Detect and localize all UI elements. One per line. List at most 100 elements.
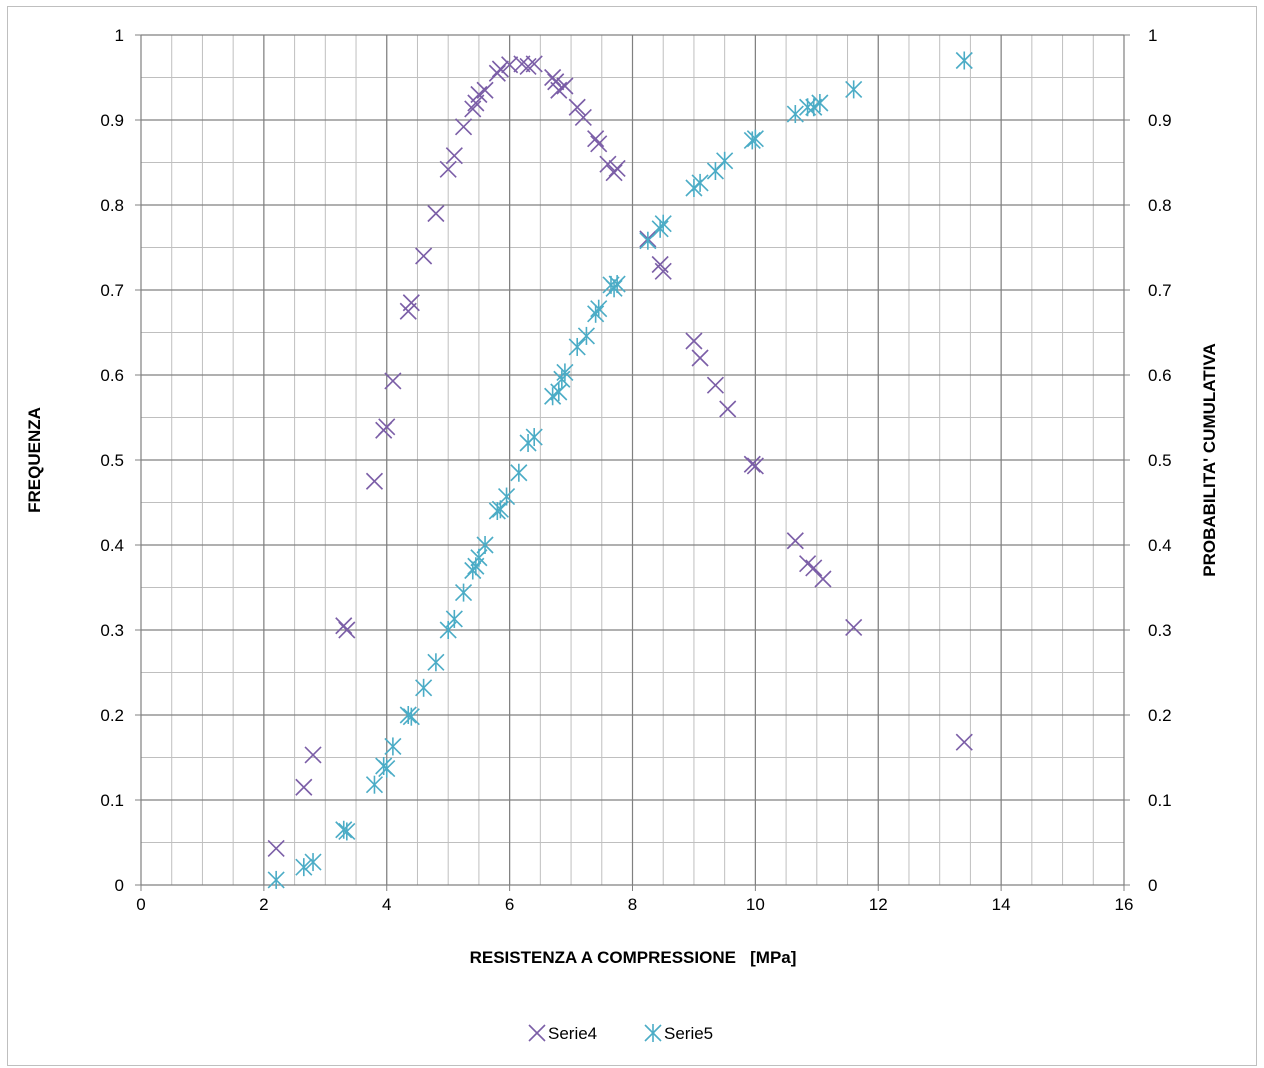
point-serie4 (488, 64, 506, 82)
point-serie5 (525, 428, 543, 447)
point-serie5 (811, 94, 829, 112)
y-tick-label: 1 (115, 26, 124, 45)
x-tick-label: 8 (628, 895, 637, 914)
point-serie5 (577, 326, 595, 345)
point-serie5 (384, 737, 402, 756)
point-serie5 (605, 279, 623, 298)
point-serie5 (445, 609, 463, 628)
legend-marker-serie4 (528, 1024, 546, 1042)
y2-axis-ticks: 0 0.1 0.2 0.3 0.4 0.5 0.6 0.7 0.8 0.9 1 (1124, 26, 1172, 895)
point-serie4 (608, 159, 626, 178)
point-serie4 (519, 57, 537, 76)
x-axis-ticks: 0 2 4 6 8 10 12 14 16 (136, 885, 1133, 914)
point-serie4 (476, 81, 494, 99)
point-serie5 (590, 299, 608, 318)
point-serie4 (654, 262, 672, 280)
y2-tick-label: 0.8 (1148, 196, 1172, 215)
point-serie4 (568, 98, 586, 116)
point-serie4 (454, 118, 473, 136)
x-tick-label: 6 (505, 895, 514, 914)
point-serie4 (691, 349, 709, 367)
point-serie5 (955, 51, 973, 70)
point-serie4 (445, 147, 463, 165)
series-serie4 (267, 55, 973, 858)
point-serie4 (365, 472, 384, 490)
point-serie4 (955, 733, 973, 751)
y-tick-label: 0.3 (100, 621, 124, 640)
point-serie5 (786, 105, 804, 124)
point-serie4 (525, 55, 543, 73)
point-serie4 (439, 160, 457, 178)
y2-tick-label: 0.4 (1148, 536, 1172, 555)
x-tick-label: 2 (259, 895, 268, 914)
y-tick-label: 0.1 (100, 791, 124, 810)
point-serie4 (415, 247, 433, 265)
x-tick-label: 4 (382, 895, 391, 914)
point-serie4 (304, 746, 322, 764)
point-serie5 (587, 304, 605, 323)
point-serie5 (402, 707, 420, 726)
point-serie4 (556, 77, 574, 95)
y2-tick-label: 1 (1148, 26, 1157, 45)
x-tick-label: 12 (869, 895, 888, 914)
point-serie5 (510, 463, 528, 482)
point-serie4 (706, 376, 725, 394)
point-serie4 (814, 570, 832, 588)
legend: Serie4 Serie5 (528, 1024, 713, 1043)
point-serie4 (267, 839, 285, 858)
point-serie4 (513, 55, 531, 73)
point-serie5 (553, 370, 571, 389)
point-serie5 (746, 129, 764, 148)
point-serie4 (746, 457, 764, 475)
point-serie5 (454, 583, 473, 602)
point-serie5 (399, 706, 417, 724)
point-serie4 (335, 617, 353, 635)
y-axis-ticks: 0 0.1 0.2 0.3 0.4 0.5 0.6 0.7 0.8 0.9 1 (100, 26, 141, 895)
y2-tick-label: 0.7 (1148, 281, 1172, 300)
x-tick-label: 10 (746, 895, 765, 914)
point-serie4 (685, 332, 703, 350)
y-tick-label: 0.9 (100, 111, 124, 130)
point-serie5 (608, 275, 626, 294)
point-serie4 (574, 108, 592, 127)
x-tick-label: 16 (1115, 895, 1134, 914)
point-serie4 (719, 400, 737, 418)
point-serie4 (743, 455, 761, 473)
point-serie5 (267, 870, 285, 889)
point-serie5 (654, 214, 672, 233)
major-gridlines (140, 34, 1125, 886)
point-serie4 (845, 618, 863, 637)
y2-tick-label: 0.5 (1148, 451, 1172, 470)
y2-tick-label: 0.3 (1148, 621, 1172, 640)
point-serie4 (378, 418, 396, 436)
point-serie4 (295, 778, 313, 796)
y-tick-label: 0.7 (100, 281, 124, 300)
point-serie5 (488, 502, 506, 520)
series-layer (267, 51, 973, 889)
point-serie5 (743, 131, 761, 150)
y-tick-label: 0.2 (100, 706, 124, 725)
point-serie5 (651, 219, 669, 238)
y2-tick-label: 0.2 (1148, 706, 1172, 725)
point-serie5 (497, 487, 516, 506)
y-tick-label: 0.5 (100, 451, 124, 470)
y-tick-label: 0.6 (100, 366, 124, 385)
point-serie5 (335, 820, 353, 839)
point-serie4 (427, 204, 445, 223)
y2-tick-label: 0 (1148, 876, 1157, 895)
point-serie5 (365, 775, 384, 794)
y-axis-title: FREQUENZA (25, 407, 44, 513)
y2-tick-label: 0.6 (1148, 366, 1172, 385)
point-serie5 (378, 759, 396, 778)
y2-tick-label: 0.1 (1148, 791, 1172, 810)
point-serie5 (845, 80, 863, 99)
x-tick-label: 0 (136, 895, 145, 914)
point-serie4 (384, 372, 402, 390)
series-serie5 (267, 51, 973, 889)
y2-tick-label: 0.9 (1148, 111, 1172, 130)
point-serie4 (599, 155, 617, 173)
point-serie5 (304, 853, 322, 872)
x-axis-title: RESISTENZA A COMPRESSIONE [MPa] (470, 948, 797, 967)
point-serie4 (786, 532, 804, 550)
